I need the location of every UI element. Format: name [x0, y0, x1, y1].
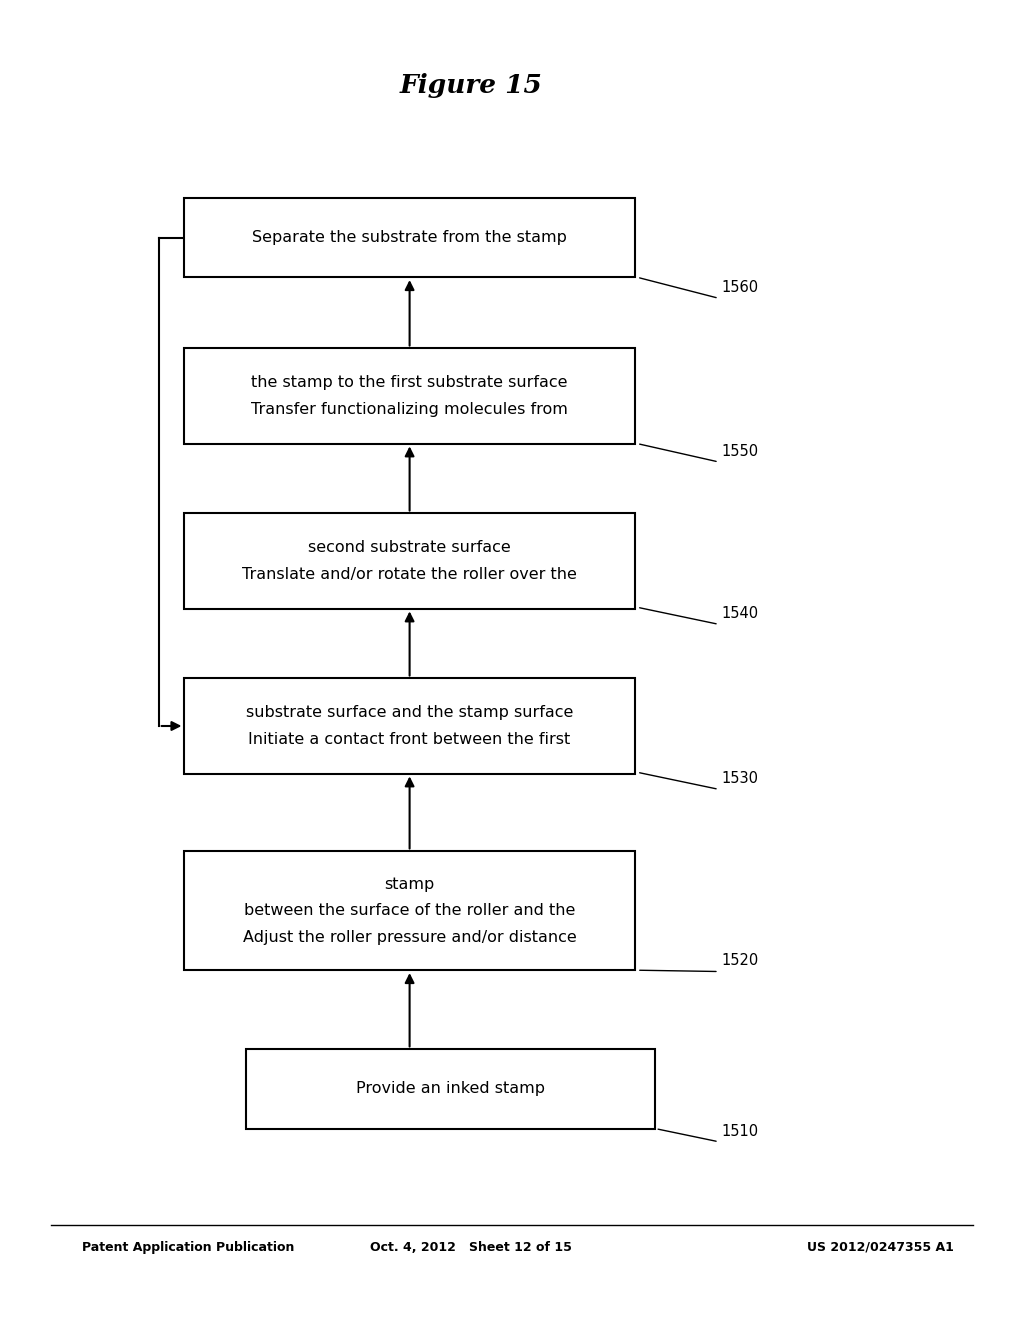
- Text: US 2012/0247355 A1: US 2012/0247355 A1: [807, 1241, 954, 1254]
- FancyBboxPatch shape: [184, 678, 635, 774]
- Text: between the surface of the roller and the: between the surface of the roller and th…: [244, 903, 575, 919]
- Text: Adjust the roller pressure and/or distance: Adjust the roller pressure and/or distan…: [243, 929, 577, 945]
- FancyBboxPatch shape: [184, 348, 635, 444]
- Text: Separate the substrate from the stamp: Separate the substrate from the stamp: [252, 230, 567, 246]
- Text: substrate surface and the stamp surface: substrate surface and the stamp surface: [246, 705, 573, 721]
- Text: 1520: 1520: [722, 953, 759, 969]
- FancyBboxPatch shape: [246, 1049, 655, 1129]
- Text: 1530: 1530: [722, 771, 759, 787]
- FancyBboxPatch shape: [184, 198, 635, 277]
- Text: Initiate a contact front between the first: Initiate a contact front between the fir…: [249, 731, 570, 747]
- Text: the stamp to the first substrate surface: the stamp to the first substrate surface: [251, 375, 568, 391]
- Text: stamp: stamp: [384, 876, 435, 892]
- Text: second substrate surface: second substrate surface: [308, 540, 511, 556]
- Text: 1540: 1540: [722, 606, 759, 622]
- Text: Translate and/or rotate the roller over the: Translate and/or rotate the roller over …: [242, 566, 578, 582]
- Text: Figure 15: Figure 15: [399, 74, 543, 98]
- FancyBboxPatch shape: [184, 851, 635, 970]
- Text: 1560: 1560: [722, 280, 759, 296]
- Text: 1550: 1550: [722, 444, 759, 459]
- Text: 1510: 1510: [722, 1123, 759, 1139]
- FancyBboxPatch shape: [184, 513, 635, 609]
- Text: Oct. 4, 2012   Sheet 12 of 15: Oct. 4, 2012 Sheet 12 of 15: [370, 1241, 572, 1254]
- Text: Patent Application Publication: Patent Application Publication: [82, 1241, 294, 1254]
- Text: Provide an inked stamp: Provide an inked stamp: [356, 1081, 545, 1097]
- Text: Transfer functionalizing molecules from: Transfer functionalizing molecules from: [251, 401, 568, 417]
